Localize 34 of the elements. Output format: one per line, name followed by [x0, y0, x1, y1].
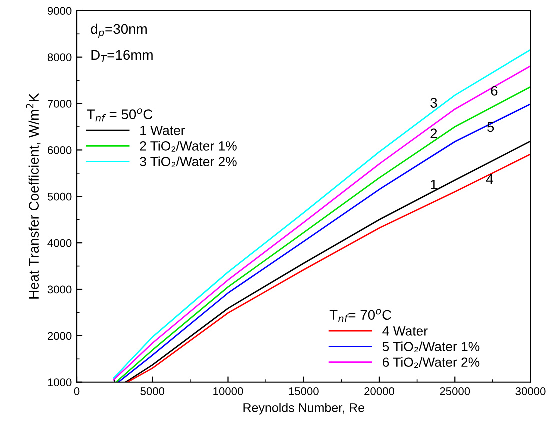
y-tick-label: 8000: [48, 54, 72, 62]
x-axis-title: Reynolds Number, Re: [244, 403, 364, 415]
annotation: 3: [430, 98, 438, 108]
legend-label: 1 Water: [140, 126, 186, 136]
y-tick-label: 1000: [48, 378, 72, 387]
x-tick-label: 25000: [440, 388, 470, 396]
y-tick-label: 7000: [48, 100, 72, 108]
annotation: T$_{nf}$ = 50$^{o}$C: [87, 108, 153, 122]
annotation: 5: [488, 122, 494, 132]
y-tick-label: 4000: [48, 239, 72, 248]
x-tick-label: 20000: [364, 388, 395, 396]
y-tick-label: 2000: [48, 332, 72, 340]
x-tick-label: 10000: [214, 388, 244, 396]
x-tick-label: 0: [74, 388, 80, 396]
annotation: D$_{T}$=16mm: [92, 50, 153, 62]
x-tick-label: 5000: [140, 388, 165, 396]
y-axis-title: Heat Transfer Coefficient, W/m$^{2}$K: [26, 94, 41, 299]
legend-label: 2 TiO₂/Water 1%: [140, 141, 237, 152]
x-tick-label: 30000: [516, 388, 546, 396]
y-tick-label: 6000: [48, 146, 72, 154]
annotation: 2: [430, 128, 438, 138]
x-tick-label: 15000: [289, 388, 319, 396]
legend-label: 5 TiO₂/Water 1%: [382, 342, 480, 352]
y-tick-label: 3000: [48, 286, 72, 294]
annotation: d$_{p}$=30nm: [91, 24, 147, 38]
annotation: T$_{nf}$= 70$^{o}$C: [330, 309, 392, 322]
legend-label: 3 TiO₂/Water 2%: [140, 156, 237, 168]
annotation: 4: [486, 174, 494, 184]
annotation: 6: [491, 86, 498, 96]
legend-label: 6 TiO₂/Water 2%: [383, 357, 480, 368]
annotation: 1: [431, 180, 438, 190]
legend-label: 4 Water: [382, 326, 428, 336]
y-tick-label: 9000: [48, 7, 72, 16]
y-tick-label: 5000: [48, 192, 72, 201]
